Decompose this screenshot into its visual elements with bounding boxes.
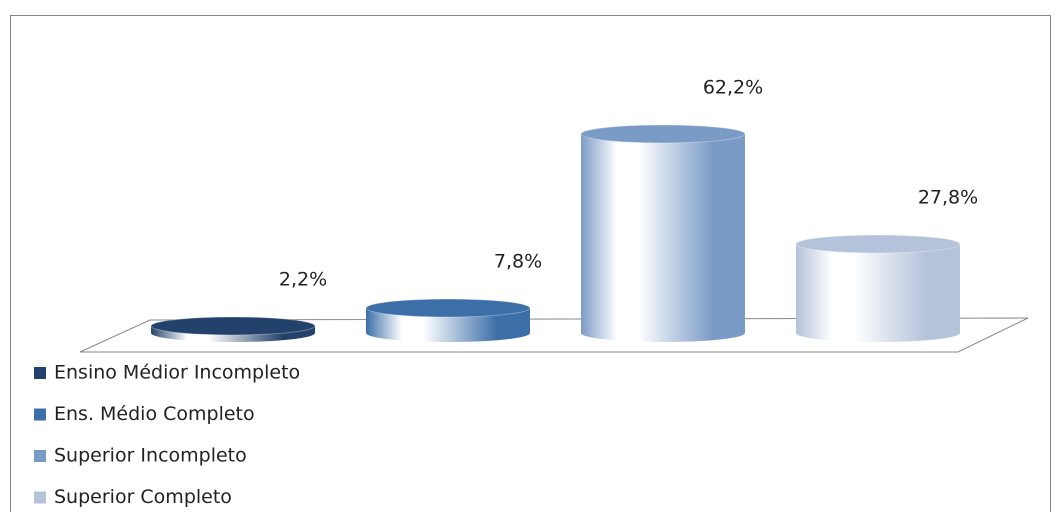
legend-swatch: [34, 408, 46, 421]
cylinder: [365, 298, 531, 342]
cylinder-body: [796, 244, 960, 333]
legend-swatch: [34, 450, 46, 462]
cylinder-top: [795, 234, 961, 254]
data-label: 62,2%: [703, 76, 763, 98]
cylinder-top: [365, 298, 531, 318]
cylinder-body: [581, 133, 745, 333]
cylinder: [795, 234, 961, 342]
legend-label: Ens. Médio Completo: [54, 403, 255, 425]
legend-label: Superior Incompleto: [54, 445, 247, 467]
legend-swatch: [34, 491, 46, 504]
legend-label: Superior Completo: [54, 486, 232, 508]
floor: [79, 317, 1029, 353]
legend-swatch: [34, 367, 46, 379]
legend-label: Ensino Médior Incompleto: [54, 362, 300, 384]
cylinder: [580, 124, 746, 342]
data-label: 2,2%: [279, 268, 327, 290]
data-label: 27,8%: [918, 187, 978, 209]
cylinder-top: [150, 316, 316, 336]
cylinder: [150, 316, 316, 342]
data-label: 7,8%: [494, 251, 542, 273]
cylinder-top: [580, 124, 746, 144]
